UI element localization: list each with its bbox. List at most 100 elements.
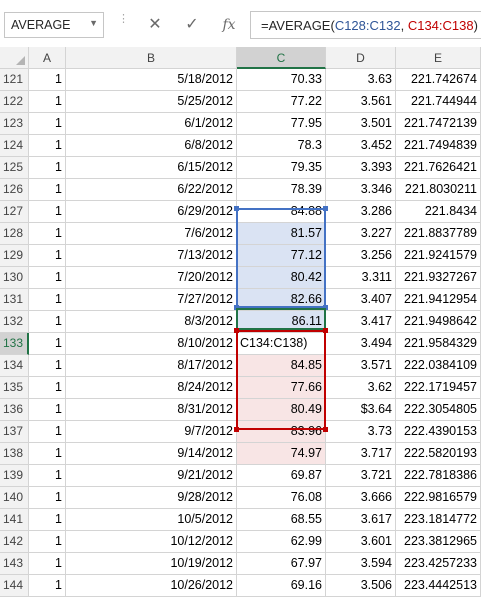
cell-e[interactable]: 221.8030211 (396, 179, 481, 201)
cell-c[interactable]: 84.85 (237, 355, 326, 377)
cell-e[interactable]: 221.9498642 (396, 311, 481, 333)
enter-icon[interactable]: ✓ (185, 16, 199, 33)
cell-a[interactable]: 1 (29, 179, 66, 201)
cell-a[interactable]: 1 (29, 531, 66, 553)
cell-b[interactable]: 10/26/2012 (66, 575, 237, 597)
cell-a[interactable]: 1 (29, 267, 66, 289)
cell-a[interactable]: 1 (29, 487, 66, 509)
cell-c[interactable]: 77.22 (237, 91, 326, 113)
cell-c[interactable]: 77.66 (237, 377, 326, 399)
range-handle[interactable] (234, 305, 239, 310)
cell-a[interactable]: 1 (29, 399, 66, 421)
row-header[interactable]: 132 (0, 311, 29, 333)
column-header-e[interactable]: E (396, 47, 481, 69)
cell-e[interactable]: 221.744944 (396, 91, 481, 113)
range-handle[interactable] (323, 305, 328, 310)
cell-d[interactable]: 3.227 (326, 223, 396, 245)
cell-d[interactable]: 3.666 (326, 487, 396, 509)
cell-c[interactable]: 62.99 (237, 531, 326, 553)
cell-a[interactable]: 1 (29, 69, 66, 91)
cell-c[interactable]: 74.97 (237, 443, 326, 465)
cell-a[interactable]: 1 (29, 333, 66, 355)
cell-e[interactable]: 222.5820193 (396, 443, 481, 465)
chevron-down-icon[interactable]: ▼ (89, 18, 98, 28)
cancel-icon[interactable]: ✕ (148, 16, 162, 33)
cell-d[interactable]: 3.346 (326, 179, 396, 201)
cell-d[interactable]: 3.721 (326, 465, 396, 487)
range-handle[interactable] (323, 427, 328, 432)
row-header[interactable]: 141 (0, 509, 29, 531)
cell-a[interactable]: 1 (29, 223, 66, 245)
cell-b[interactable]: 5/25/2012 (66, 91, 237, 113)
cell-e[interactable]: 222.1719457 (396, 377, 481, 399)
cell-b[interactable]: 8/10/2012 (66, 333, 237, 355)
cell-d[interactable]: 3.571 (326, 355, 396, 377)
cell-d[interactable]: 3.407 (326, 289, 396, 311)
cell-a[interactable]: 1 (29, 113, 66, 135)
cell-c[interactable]: 86.11 (237, 311, 326, 333)
cell-c[interactable]: 79.35 (237, 157, 326, 179)
cell-a[interactable]: 1 (29, 245, 66, 267)
cell-c[interactable]: 77.12 (237, 245, 326, 267)
cell-b[interactable]: 7/27/2012 (66, 289, 237, 311)
select-all-button[interactable] (0, 47, 29, 69)
cell-d[interactable]: 3.62 (326, 377, 396, 399)
cell-e[interactable]: 221.7472139 (396, 113, 481, 135)
cell-c[interactable]: 78.3 (237, 135, 326, 157)
cell-b[interactable]: 10/19/2012 (66, 553, 237, 575)
cell-e[interactable]: 221.7494839 (396, 135, 481, 157)
row-header[interactable]: 136 (0, 399, 29, 421)
cell-d[interactable]: 3.452 (326, 135, 396, 157)
cell-d[interactable]: 3.63 (326, 69, 396, 91)
cell-a[interactable]: 1 (29, 377, 66, 399)
cell-a[interactable]: 1 (29, 421, 66, 443)
cell-e[interactable]: 223.1814772 (396, 509, 481, 531)
cell-b[interactable]: 10/5/2012 (66, 509, 237, 531)
cell-e[interactable]: 221.742674 (396, 69, 481, 91)
insert-function-icon[interactable]: fx (222, 17, 236, 33)
cell-b[interactable]: 9/21/2012 (66, 465, 237, 487)
cell-a[interactable]: 1 (29, 311, 66, 333)
formula-input[interactable]: =AVERAGE(C128:C132, C134:C138) (250, 11, 481, 39)
cell-d[interactable]: 3.256 (326, 245, 396, 267)
cell-e[interactable]: 222.0384109 (396, 355, 481, 377)
row-header[interactable]: 125 (0, 157, 29, 179)
column-header-d[interactable]: D (326, 47, 396, 69)
row-header[interactable]: 126 (0, 179, 29, 201)
column-header-b[interactable]: B (66, 47, 237, 69)
cell-b[interactable]: 6/29/2012 (66, 201, 237, 223)
cell-d[interactable]: 3.286 (326, 201, 396, 223)
cell-c[interactable]: 68.55 (237, 509, 326, 531)
cell-a[interactable]: 1 (29, 157, 66, 179)
cell-a[interactable]: 1 (29, 91, 66, 113)
cell-d[interactable]: 3.601 (326, 531, 396, 553)
cell-a[interactable]: 1 (29, 201, 66, 223)
row-header[interactable]: 143 (0, 553, 29, 575)
cell-d[interactable]: 3.393 (326, 157, 396, 179)
cell-c[interactable]: 82.66 (237, 289, 326, 311)
cell-e[interactable]: 221.8837789 (396, 223, 481, 245)
cell-e[interactable]: 222.9816579 (396, 487, 481, 509)
cell-c[interactable]: 76.08 (237, 487, 326, 509)
cell-e[interactable]: 223.4442513 (396, 575, 481, 597)
column-header-a[interactable]: A (29, 47, 66, 69)
row-header[interactable]: 140 (0, 487, 29, 509)
cell-b[interactable]: 9/7/2012 (66, 421, 237, 443)
row-header[interactable]: 124 (0, 135, 29, 157)
cell-b[interactable]: 6/15/2012 (66, 157, 237, 179)
cell-b[interactable]: 6/8/2012 (66, 135, 237, 157)
cell-a[interactable]: 1 (29, 135, 66, 157)
cell-e[interactable]: 223.4257233 (396, 553, 481, 575)
cell-a[interactable]: 1 (29, 289, 66, 311)
cell-b[interactable]: 8/3/2012 (66, 311, 237, 333)
cell-c[interactable]: 70.33 (237, 69, 326, 91)
cell-d[interactable]: 3.506 (326, 575, 396, 597)
cell-e[interactable]: 222.3054805 (396, 399, 481, 421)
cell-a[interactable]: 1 (29, 575, 66, 597)
row-header[interactable]: 139 (0, 465, 29, 487)
cell-c[interactable]: 80.42 (237, 267, 326, 289)
cell-b[interactable]: 7/13/2012 (66, 245, 237, 267)
cell-b[interactable]: 6/22/2012 (66, 179, 237, 201)
row-header[interactable]: 144 (0, 575, 29, 597)
cell-b[interactable]: 7/6/2012 (66, 223, 237, 245)
